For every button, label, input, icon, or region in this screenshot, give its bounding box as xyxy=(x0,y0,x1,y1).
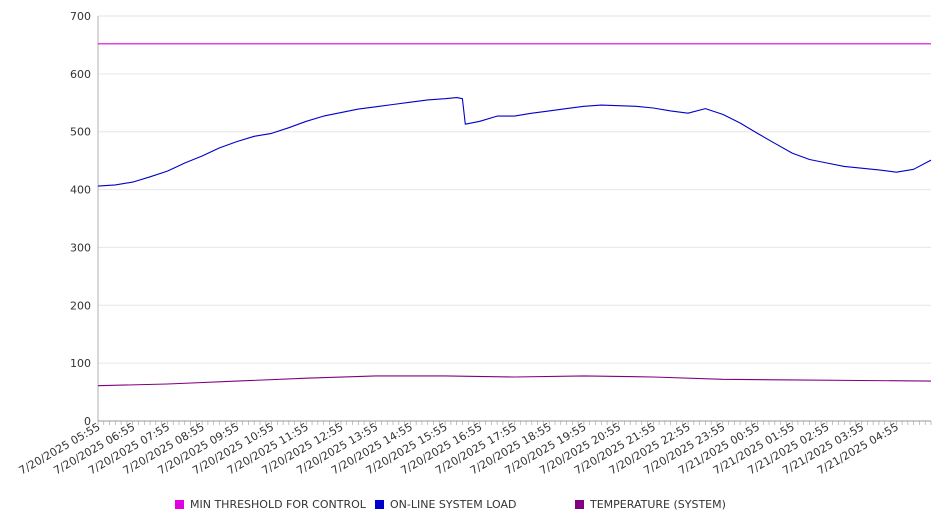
series-line-1 xyxy=(97,97,932,187)
y-tick-label: 500 xyxy=(70,126,91,139)
legend-item: TEMPERATURE (SYSTEM) xyxy=(575,498,726,511)
y-tick-label: 100 xyxy=(70,357,91,370)
y-axis-tick-labels: 0 100 200 300 400 500 600 700 xyxy=(70,10,91,428)
legend-label: TEMPERATURE (SYSTEM) xyxy=(590,498,726,511)
y-tick-label: 200 xyxy=(70,299,91,312)
legend-swatch xyxy=(175,500,184,509)
y-tick-label: 700 xyxy=(70,10,91,23)
y-tick-label: 400 xyxy=(70,184,91,197)
legend-label: ON-LINE SYSTEM LOAD xyxy=(390,498,517,511)
legend: MIN THRESHOLD FOR CONTROL ON-LINE SYSTEM … xyxy=(0,498,946,514)
series-line-2 xyxy=(97,375,932,387)
y-tick-label: 600 xyxy=(70,68,91,81)
y-tick-label: 0 xyxy=(84,415,91,428)
legend-swatch xyxy=(375,500,384,509)
grid-lines xyxy=(98,15,931,364)
x-axis-ticks xyxy=(97,421,932,425)
legend-item: MIN THRESHOLD FOR CONTROL xyxy=(175,498,366,511)
x-axis-tick-labels: 7/20/2025 05:557/20/2025 06:557/20/2025 … xyxy=(17,420,901,477)
legend-label: MIN THRESHOLD FOR CONTROL xyxy=(190,498,366,511)
legend-item: ON-LINE SYSTEM LOAD xyxy=(375,498,516,511)
y-tick-label: 300 xyxy=(70,241,91,254)
legend-swatch xyxy=(575,500,584,509)
series-lines xyxy=(97,43,932,387)
